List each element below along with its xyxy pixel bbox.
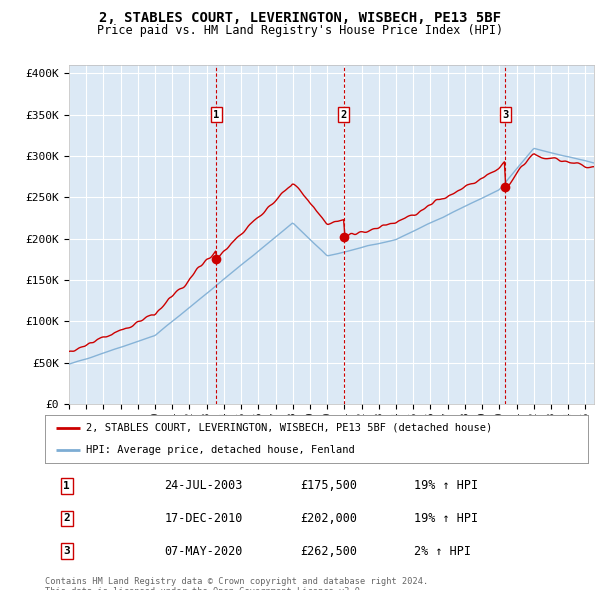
Text: 2, STABLES COURT, LEVERINGTON, WISBECH, PE13 5BF (detached house): 2, STABLES COURT, LEVERINGTON, WISBECH, … — [86, 423, 492, 433]
Text: 24-JUL-2003: 24-JUL-2003 — [164, 479, 243, 492]
Text: HPI: Average price, detached house, Fenland: HPI: Average price, detached house, Fenl… — [86, 445, 355, 455]
Text: 19% ↑ HPI: 19% ↑ HPI — [414, 479, 478, 492]
Text: 2% ↑ HPI: 2% ↑ HPI — [414, 545, 471, 558]
Text: £175,500: £175,500 — [300, 479, 357, 492]
Text: 1: 1 — [64, 481, 70, 491]
Text: £262,500: £262,500 — [300, 545, 357, 558]
Text: £202,000: £202,000 — [300, 512, 357, 525]
Text: 19% ↑ HPI: 19% ↑ HPI — [414, 512, 478, 525]
Text: Price paid vs. HM Land Registry's House Price Index (HPI): Price paid vs. HM Land Registry's House … — [97, 24, 503, 37]
Text: Contains HM Land Registry data © Crown copyright and database right 2024.
This d: Contains HM Land Registry data © Crown c… — [45, 577, 428, 590]
Text: 2: 2 — [341, 110, 347, 120]
Text: 2, STABLES COURT, LEVERINGTON, WISBECH, PE13 5BF: 2, STABLES COURT, LEVERINGTON, WISBECH, … — [99, 11, 501, 25]
Text: 3: 3 — [64, 546, 70, 556]
Text: 1: 1 — [213, 110, 220, 120]
Text: 17-DEC-2010: 17-DEC-2010 — [164, 512, 243, 525]
Text: 07-MAY-2020: 07-MAY-2020 — [164, 545, 243, 558]
Text: 2: 2 — [64, 513, 70, 523]
Text: 3: 3 — [502, 110, 508, 120]
